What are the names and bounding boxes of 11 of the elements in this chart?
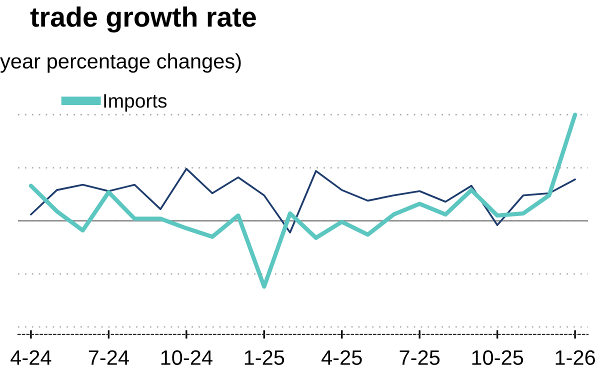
- x-tick-label: 7-25: [400, 350, 440, 365]
- chart-subtitle: year percentage changes): [0, 53, 241, 73]
- x-tick-label: 4-24: [10, 350, 52, 365]
- chart-title: trade growth rate: [30, 6, 256, 32]
- x-tick-label: 10-25: [472, 350, 524, 365]
- x-tick-label: 4-25: [321, 350, 362, 365]
- x-tick-label: 1-25: [244, 350, 284, 365]
- legend-label: Imports: [104, 94, 167, 112]
- x-tick-label: 10-24: [161, 350, 212, 365]
- x-tick-label: 7-24: [88, 350, 129, 365]
- x-tick-label: 1-26: [556, 350, 595, 365]
